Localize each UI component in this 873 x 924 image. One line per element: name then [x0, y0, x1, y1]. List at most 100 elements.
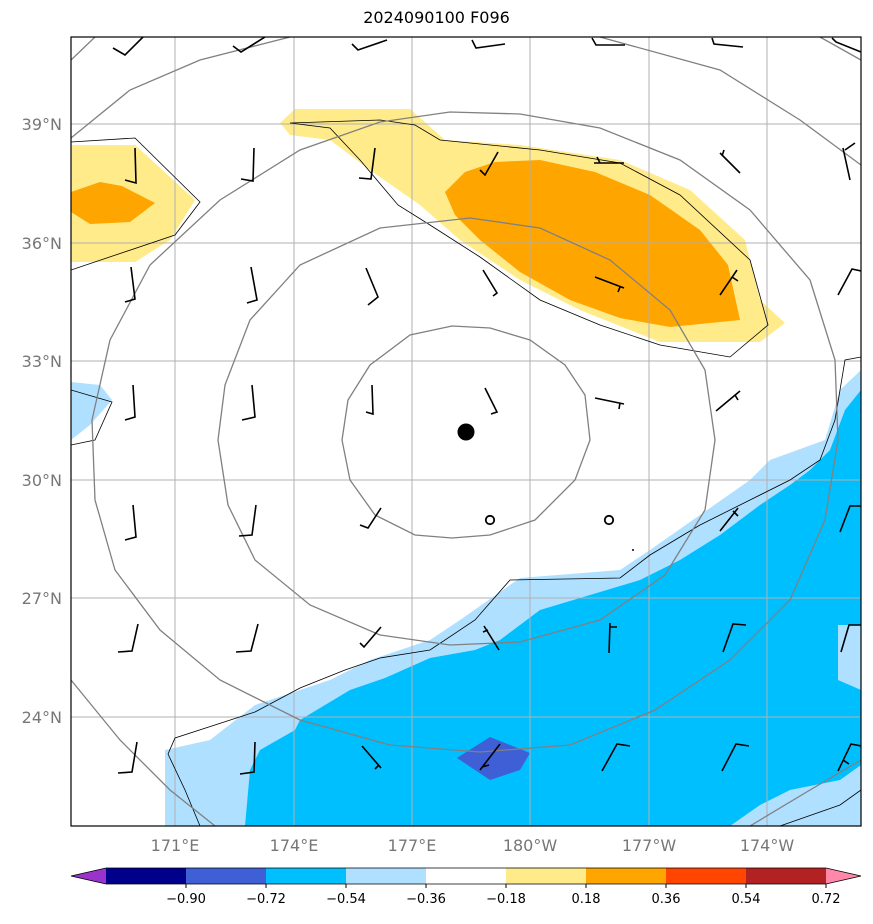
- wind-barb: [124, 504, 137, 541]
- wind-barb: [117, 741, 138, 774]
- colorbar-tick-label: −0.90: [166, 892, 206, 907]
- wind-barb: [591, 37, 625, 46]
- colorbar-tick-label: 0.36: [652, 892, 681, 907]
- contour-4: [71, 37, 291, 139]
- wind-barb: [721, 743, 750, 772]
- calm-marker: [484, 514, 496, 526]
- plot-area: [71, 37, 861, 826]
- wind-barb: [241, 384, 256, 421]
- wind-barb: [842, 142, 856, 181]
- lat-label: 24°N: [22, 708, 62, 727]
- wind-barb: [246, 266, 258, 304]
- colorbar-extend-max: [826, 868, 861, 884]
- height-contours: [71, 37, 861, 826]
- wind-barb: [840, 624, 861, 653]
- lat-label: 36°N: [22, 234, 62, 253]
- wind-barb: [479, 743, 501, 771]
- contour-2: [217, 217, 716, 646]
- wind-barb: [482, 269, 499, 297]
- wind-barb: [479, 151, 499, 177]
- wind-barb: [238, 504, 257, 537]
- lon-label: 177°W: [622, 836, 677, 855]
- calm-marker: [603, 514, 615, 526]
- wind-barb: [365, 384, 374, 416]
- plot-frame: [70, 36, 862, 827]
- shade-outlines: [71, 119, 861, 826]
- lat-label: 33°N: [22, 352, 62, 371]
- wind-barb: [601, 743, 631, 772]
- colorbar-bin: [266, 868, 347, 884]
- lon-label: 174°W: [740, 836, 795, 855]
- contour-5: [599, 37, 861, 166]
- wind-barb: [482, 625, 500, 651]
- contour-9: [819, 37, 861, 61]
- wind-barb: [232, 37, 266, 53]
- colorbar-extend-min: [71, 868, 106, 884]
- wind-barb: [608, 622, 617, 654]
- colorbar-bin: [186, 868, 267, 884]
- lat-label: 39°N: [22, 115, 62, 134]
- storm-center-marker: [457, 423, 475, 441]
- wind-barb: [240, 147, 255, 182]
- lon-labels: 171°E 174°E 177°E 180°W 177°W 174°W: [151, 836, 795, 855]
- colorbar-tick-label: 0.54: [732, 892, 761, 907]
- wind-barb: [239, 741, 256, 775]
- wind-barb: [719, 507, 739, 532]
- lat-label: 27°N: [22, 589, 62, 608]
- map-title: 2024090100 F096: [363, 8, 510, 27]
- wind-barb: [359, 507, 382, 529]
- wind-barb: [351, 39, 388, 51]
- contour-3: [91, 111, 839, 753]
- colorbar-bin: [346, 868, 427, 884]
- wind-barb: [837, 268, 861, 296]
- colorbar: −0.90 −0.72 −0.54 −0.36 −0.18 0.18 0.36 0.54 0.7…: [70, 867, 862, 907]
- wind-barb: [235, 623, 259, 653]
- wind-barb: [831, 37, 861, 53]
- wind-barb: [359, 626, 382, 649]
- colorbar-tick-label: 0.18: [572, 892, 601, 907]
- shade-neg-mid-se: [245, 390, 861, 826]
- wind-barb: [719, 269, 739, 296]
- lat-labels: 39°N 36°N 33°N 30°N 27°N 24°N: [22, 115, 62, 727]
- wind-barb: [358, 147, 376, 180]
- colorbar-bin: [106, 868, 187, 884]
- wind-barb: [722, 623, 747, 653]
- colorbar-outline: [70, 867, 862, 885]
- wind-barb: [711, 37, 744, 48]
- colorbar-bin: [746, 868, 827, 884]
- wind-barb: [594, 276, 625, 293]
- shade-neg-dark-blob: [457, 737, 530, 780]
- wind-barb: [715, 390, 741, 412]
- wind-barb: [839, 505, 861, 533]
- wind-barb: [361, 745, 382, 770]
- wind-barb: [594, 156, 624, 164]
- contour-7: [749, 759, 861, 826]
- colorbar-bin: [506, 868, 587, 884]
- lon-label: 177°E: [388, 836, 437, 855]
- colorbar-bin: [586, 868, 667, 884]
- lat-label: 30°N: [22, 471, 62, 490]
- wind-barb: [124, 147, 137, 185]
- colorbar-tick-label: 0.72: [812, 892, 841, 907]
- shade-neg-light-w: [71, 382, 112, 440]
- small-dot: [632, 549, 634, 551]
- colorbar-bin: [426, 868, 507, 884]
- contour-8: [71, 37, 96, 61]
- lon-label: 174°E: [270, 836, 319, 855]
- lon-label: 171°E: [151, 836, 200, 855]
- wind-barb: [112, 37, 144, 57]
- contour-6: [71, 679, 216, 826]
- shade-pos-orange-nw: [71, 182, 155, 224]
- colorbar-tick-label: −0.72: [246, 892, 286, 907]
- contour-1: [341, 325, 591, 539]
- wind-barb: [117, 623, 139, 653]
- wind-barb: [837, 743, 861, 772]
- wind-barbs: [112, 37, 861, 775]
- colorbar-tick-label: −0.54: [326, 892, 366, 907]
- wind-barb: [471, 39, 506, 49]
- colorbar-tick-label: −0.18: [486, 892, 526, 907]
- wind-barb: [594, 397, 625, 410]
- wind-barb: [124, 266, 136, 303]
- lon-label: 180°W: [503, 836, 558, 855]
